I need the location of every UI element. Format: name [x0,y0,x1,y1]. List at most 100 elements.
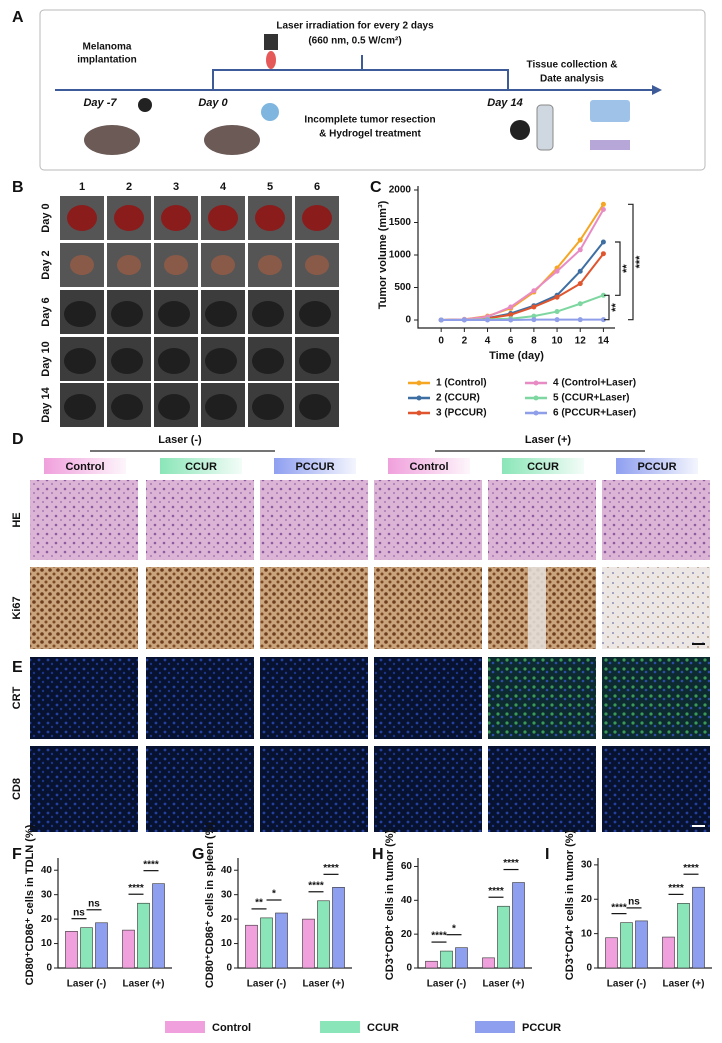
x-tick-label: 10 [551,336,563,347]
tumor-bed [255,205,285,231]
bar [425,960,438,969]
micrograph [374,480,482,560]
point [600,207,606,212]
row-label: CD8 [11,778,23,800]
laser-note: Laser irradiation for every 2 days [276,21,434,32]
bar [605,937,618,969]
wound [258,255,282,275]
significance-label: **** [143,859,159,870]
header-label: CCUR [527,461,559,473]
point [577,281,583,287]
legend-label: 1 (Control) [436,378,487,389]
row-label: CRT [11,686,23,709]
y-tick-label: 10 [221,938,233,949]
instrument [590,140,630,150]
x-tick-label: Laser (-) [67,979,106,990]
panel-label: C [370,179,382,196]
significance-label: ** [610,302,622,311]
mouse-body [158,301,190,327]
point [508,312,514,318]
y-tick-label: 1500 [389,217,412,228]
legend-swatch [165,1021,205,1033]
y-axis-label: CD3⁺CD8⁺ cells in tumor (%) [384,829,396,980]
legend-label: 2 (CCUR) [436,393,480,404]
column-label: 2 [126,181,132,193]
column-label: 3 [173,181,179,193]
header-fade [616,458,698,474]
header-label: Control [65,461,104,473]
micrograph [374,746,482,832]
y-tick-label: 40 [401,895,413,906]
row-label: Day 0 [40,203,52,232]
significance-label: ns [88,898,100,909]
x-tick-label: 2 [462,336,468,347]
point [554,317,560,323]
micrograph [260,657,368,739]
x-tick-label: Laser (+) [303,979,345,990]
significance-label: **** [683,863,699,874]
bar [677,903,690,969]
significance-bracket [604,294,610,321]
y-tick-label: 1000 [389,250,412,261]
axes [417,186,615,329]
series-line [441,241,605,321]
significance-label: * [452,923,456,934]
x-tick-label: 0 [438,336,444,347]
point [577,268,583,274]
point [600,251,606,257]
x-tick-label: Laser (+) [663,979,705,990]
laser-bracket [212,55,509,90]
y-tick-label: 30 [41,889,53,900]
legend-label: PCCUR [522,1022,561,1034]
micrograph [260,567,368,649]
y-tick-label: 0 [46,963,52,974]
panel-label: D [12,431,24,448]
significance-label: **** [503,858,519,869]
treatment-note: Incomplete tumor resection [304,115,435,126]
header-fade [160,458,242,474]
mouse-body [252,301,284,327]
bar [137,902,150,969]
micrograph [602,480,710,560]
analysis-note: Tissue collection & [527,60,618,71]
y-tick-label: 0 [226,963,232,974]
x-tick-label: 4 [485,336,491,347]
bar [512,882,525,969]
group-label: Laser (-) [158,434,202,446]
bar [692,886,705,969]
header-fade [274,458,356,474]
micrograph [146,657,254,739]
significance-label: ns [73,907,85,918]
significance-label: **** [668,883,684,894]
wound [211,255,235,275]
bar [122,929,135,969]
labels: Laser irradiation for every 2 days (660 … [77,21,617,140]
wound [117,255,141,275]
mouse-body [205,394,237,420]
laser-device [264,34,278,50]
row-label: Day 14 [40,386,52,422]
y-tick-label: 20 [41,914,53,925]
header-label: CCUR [185,461,217,473]
micrograph [488,746,596,832]
point [531,313,537,319]
timeline-frame [39,9,706,171]
implant-note: implantation [77,55,136,66]
x-tick-label: 12 [575,336,587,347]
y-tick-label: 30 [581,860,593,871]
x-tick-label: 14 [598,336,610,347]
mouse-body [158,348,190,374]
wound [164,255,188,275]
laser-note: (660 nm, 0.5 W/cm²) [308,36,401,47]
point [600,292,606,298]
micrograph [30,567,138,649]
tumor-bed [114,205,144,231]
y-tick-label: 0 [586,963,592,974]
x-tick-label: 8 [531,336,537,347]
point [554,268,560,274]
mouse-body [252,348,284,374]
row-label: Ki67 [11,596,23,619]
implant-note: Melanoma [83,42,132,53]
legend-label: 6 (PCCUR+Laser) [553,408,636,419]
y-tick-label: 20 [401,929,413,940]
